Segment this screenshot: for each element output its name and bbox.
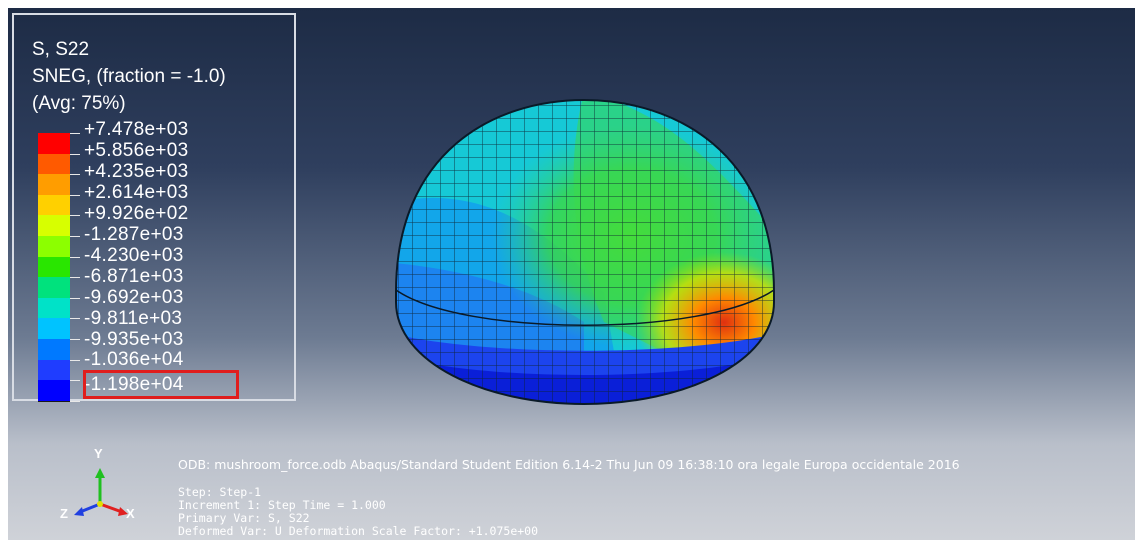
legend-value: -9.935e+03 bbox=[84, 329, 184, 350]
legend-swatch bbox=[38, 277, 70, 300]
legend-value: -9.692e+03 bbox=[84, 287, 184, 308]
legend-value: -4.230e+03 bbox=[84, 245, 184, 266]
legend-swatch bbox=[38, 297, 70, 320]
legend-value: -6.871e+03 bbox=[84, 266, 184, 287]
legend-swatch bbox=[38, 256, 70, 279]
legend-tick bbox=[70, 297, 80, 299]
legend-tick bbox=[70, 359, 80, 361]
legend-tick bbox=[70, 339, 80, 340]
legend-swatch bbox=[38, 236, 70, 258]
legend-tick bbox=[70, 277, 80, 279]
legend-tick bbox=[70, 256, 80, 258]
legend-tick bbox=[70, 236, 80, 237]
deformed-var-line: Deformed Var: U Deformation Scale Factor… bbox=[178, 524, 539, 538]
legend-value: +9.926e+02 bbox=[84, 203, 189, 224]
triad-y-label: Y bbox=[94, 446, 103, 461]
triad-x-label: X bbox=[126, 506, 135, 521]
legend-swatch bbox=[38, 174, 70, 197]
legend-tick bbox=[70, 400, 80, 402]
legend-tick bbox=[70, 215, 80, 217]
legend-swatch bbox=[38, 318, 70, 341]
model-viewport[interactable]: S, S22 SNEG, (fraction = -1.0) (Avg: 75%… bbox=[8, 8, 1135, 540]
odb-info-line: ODB: mushroom_force.odb Abaqus/Standard … bbox=[178, 457, 960, 472]
mushroom-dome-model[interactable] bbox=[384, 92, 784, 412]
step-info-line: Step: Step-1 bbox=[178, 485, 262, 499]
legend-tick bbox=[70, 133, 80, 134]
legend-title-variable: S, S22 bbox=[32, 39, 90, 60]
legend-swatch bbox=[38, 194, 70, 217]
legend-value: +5.856e+03 bbox=[84, 140, 189, 161]
legend-value: +7.478e+03 bbox=[84, 119, 189, 140]
legend-tick bbox=[70, 380, 80, 382]
legend-tick bbox=[70, 153, 80, 155]
legend-value-min: -1.198e+04 bbox=[84, 374, 184, 395]
increment-info-line: Increment 1: Step Time = 1.000 bbox=[178, 498, 386, 512]
legend-swatch bbox=[38, 359, 70, 382]
legend-title-section: SNEG, (fraction = -1.0) bbox=[32, 66, 226, 87]
legend-tick bbox=[70, 318, 80, 320]
legend-tick bbox=[70, 174, 80, 176]
axis-triad-icon bbox=[74, 468, 128, 516]
legend-value: -9.811e+03 bbox=[84, 308, 183, 329]
legend-value: -1.036e+04 bbox=[84, 349, 184, 370]
legend-value: +2.614e+03 bbox=[84, 182, 189, 203]
legend-value: -1.287e+03 bbox=[84, 224, 184, 245]
legend-swatch bbox=[38, 380, 70, 403]
min-value-highlight bbox=[83, 370, 239, 399]
primary-var-line: Primary Var: S, S22 bbox=[178, 511, 310, 525]
legend-swatch bbox=[38, 153, 70, 176]
legend-value: +4.235e+03 bbox=[84, 161, 189, 182]
legend-swatch bbox=[38, 215, 70, 238]
contour-legend: S, S22 SNEG, (fraction = -1.0) (Avg: 75%… bbox=[12, 13, 296, 403]
legend-tick bbox=[70, 194, 80, 196]
legend-swatch bbox=[38, 339, 70, 361]
legend-title-averaging: (Avg: 75%) bbox=[32, 93, 126, 114]
legend-swatch bbox=[38, 133, 70, 155]
triad-z-label: Z bbox=[60, 506, 68, 521]
